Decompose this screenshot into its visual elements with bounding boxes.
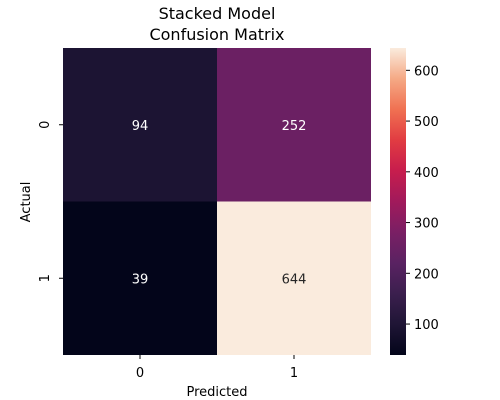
colorbar-tick-label: 200 (414, 267, 439, 282)
heatmap-cells (63, 48, 371, 355)
heatmap-cell (217, 201, 371, 355)
colorbar-tick-label: 100 (414, 318, 439, 333)
x-tick-label: 1 (290, 366, 298, 381)
cell-value-label: 644 (282, 272, 307, 287)
cell-value-label: 39 (132, 272, 149, 287)
colorbar-ticks: 100 200 300 400 500 600 (406, 64, 439, 333)
x-tick-label: 0 (136, 366, 144, 381)
y-tick-label: 1 (38, 274, 53, 282)
y-axis-ticks: 01 (38, 121, 63, 282)
cell-value-label: 94 (132, 119, 149, 134)
chart-title-line-2: Confusion Matrix (149, 25, 284, 44)
cell-value-label: 252 (282, 119, 307, 134)
chart-title: Stacked Model Confusion Matrix (149, 4, 284, 44)
y-tick-label: 0 (38, 121, 53, 129)
heatmap-cell (63, 48, 217, 202)
y-axis-label: Actual (19, 182, 34, 223)
colorbar-tick-label: 500 (414, 115, 439, 130)
colorbar-tick-label: 600 (414, 64, 439, 79)
heatmap-cell-labels: 94 252 39 644 (132, 119, 307, 288)
heatmap-cell (63, 201, 217, 355)
chart-title-line-1: Stacked Model (159, 4, 276, 23)
heatmap-cell (217, 48, 371, 202)
colorbar-gradient (390, 48, 406, 355)
colorbar: 100 200 300 400 500 600 (390, 48, 439, 355)
colorbar-tick-label: 400 (414, 166, 439, 181)
x-axis-label: Predicted (186, 385, 247, 400)
colorbar-tick-label: 300 (414, 217, 439, 232)
